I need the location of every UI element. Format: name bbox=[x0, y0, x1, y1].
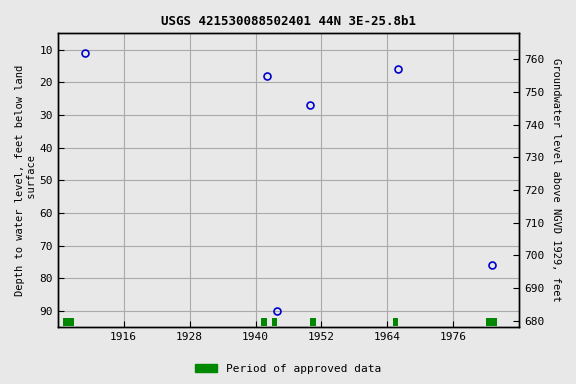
Legend: Period of approved data: Period of approved data bbox=[191, 359, 385, 379]
Title: USGS 421530088502401 44N 3E-25.8b1: USGS 421530088502401 44N 3E-25.8b1 bbox=[161, 15, 416, 28]
Y-axis label: Groundwater level above NGVD 1929, feet: Groundwater level above NGVD 1929, feet bbox=[551, 58, 561, 302]
Y-axis label: Depth to water level, feet below land
 surface: Depth to water level, feet below land su… bbox=[15, 65, 37, 296]
